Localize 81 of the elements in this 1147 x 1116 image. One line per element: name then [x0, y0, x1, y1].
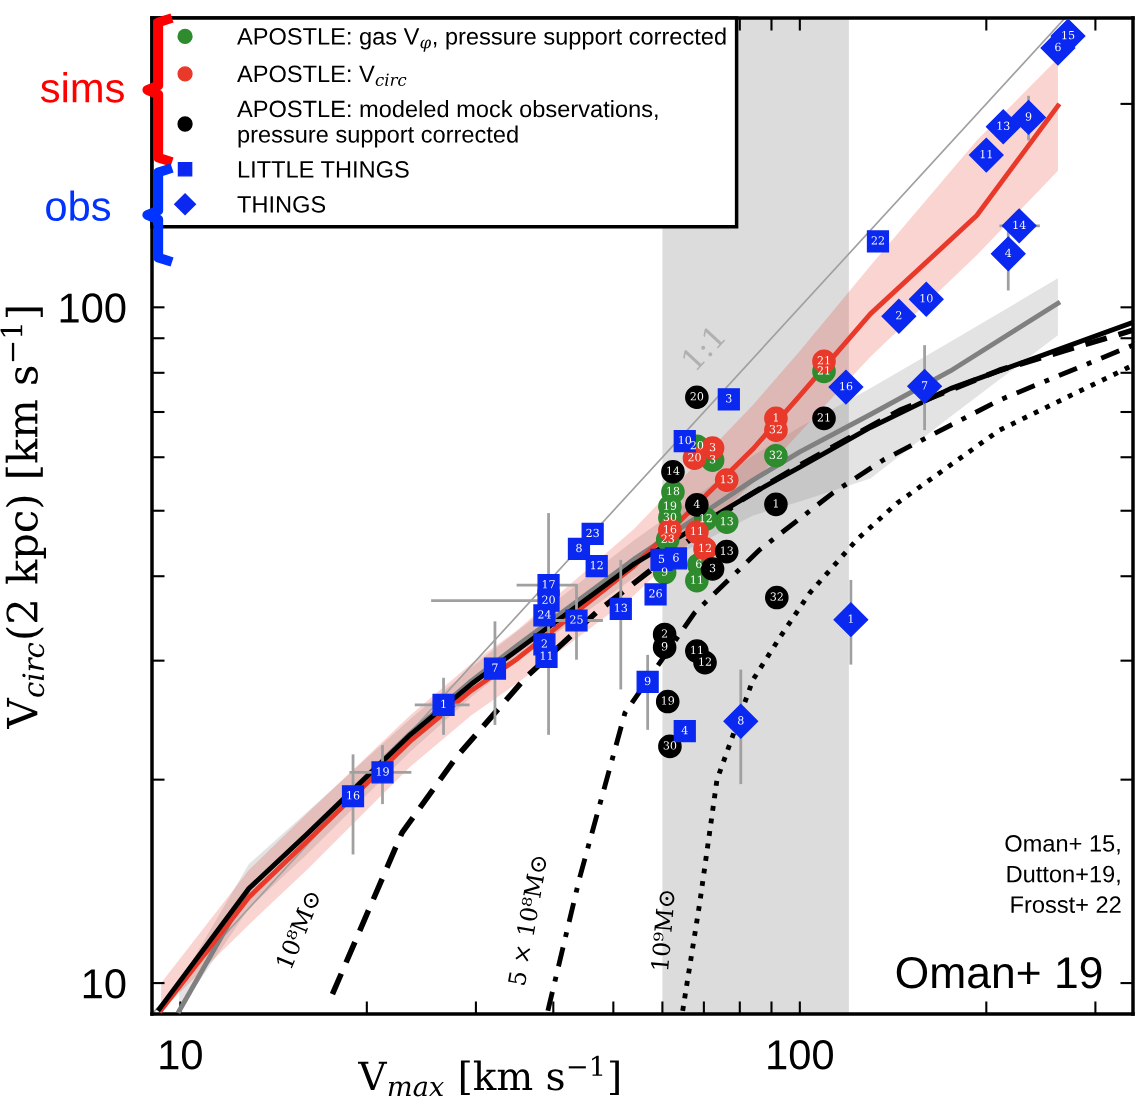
annotation: 14	[1013, 220, 1026, 229]
annotation: 15	[1062, 30, 1075, 40]
annotation: 32	[769, 424, 782, 434]
annotation: 18	[667, 486, 680, 496]
annotation: 21	[817, 366, 830, 375]
annotation: 16	[347, 791, 360, 800]
annotation: 17	[542, 579, 555, 589]
annotation: 11	[691, 575, 703, 584]
annotation: 32	[769, 450, 782, 459]
annotation: 10⁹M⊙	[650, 890, 676, 970]
annotation: 10	[920, 294, 933, 303]
annotation: 1	[441, 699, 446, 708]
annotation: 13	[720, 474, 733, 484]
annotation: 12	[699, 543, 711, 552]
annotation: 6	[1055, 42, 1061, 52]
text: sims	[40, 72, 124, 103]
annotation: 1	[848, 614, 853, 623]
annotation: 21	[817, 413, 830, 422]
annotation: 7	[492, 663, 498, 672]
legend-label: THINGS	[237, 196, 326, 213]
annotation: 11	[691, 645, 703, 655]
annotation: 3	[709, 563, 716, 573]
annotation: 20	[542, 595, 555, 604]
legend-label: LITTLE THINGS	[238, 161, 409, 178]
annotation: 30	[663, 741, 677, 750]
annotation: 20	[690, 392, 704, 401]
annotation: 5	[658, 554, 665, 564]
y-axis-title: V$_{circ}$(2 kpc) [km s$^{−1}$]	[0, 307, 46, 729]
text: obs	[46, 190, 111, 221]
annotation: 9	[661, 642, 668, 651]
legend-label: APOSTLE: gas V$_{φ}$, pressure support corrected	[237, 27, 726, 52]
annotation: 1	[773, 413, 778, 422]
annotation: 13	[997, 121, 1010, 130]
annotation: 14	[667, 466, 680, 475]
annotation: Oman+ 15, Dutton+19, Frosst+ 22	[1005, 835, 1121, 913]
annotation: 8	[738, 716, 744, 725]
annotation: 13	[615, 603, 628, 613]
annotation: 23	[661, 534, 674, 543]
annotation: 26	[649, 589, 662, 598]
annotation: 13	[720, 546, 733, 555]
annotation: 11	[540, 651, 552, 660]
annotation: 12	[699, 657, 711, 666]
annotation: 4	[1005, 248, 1012, 257]
annotation: 16	[664, 524, 677, 534]
annotation: 22	[871, 236, 884, 245]
annotation: 8	[576, 543, 582, 553]
annotation: 4	[681, 725, 688, 735]
annotation: 1	[773, 499, 778, 508]
annotation: 2	[896, 311, 902, 320]
annotation: 21	[817, 356, 830, 365]
annotation: 4	[693, 499, 700, 508]
annotation: 20	[688, 453, 701, 462]
annotation: 6	[673, 553, 679, 562]
annotation: 2	[541, 639, 547, 648]
annotation: 19	[664, 501, 677, 510]
annotation: 11	[980, 149, 992, 159]
annotation: 9	[1025, 112, 1032, 121]
annotation: 23	[586, 528, 599, 538]
annotation: 3	[709, 442, 716, 452]
annotation: 19	[376, 767, 389, 776]
annotation: 6	[696, 559, 702, 568]
annotation: 9	[644, 676, 651, 686]
annotation: 10	[679, 435, 692, 445]
annotation: 5 × 10⁸M⊙	[507, 855, 548, 986]
legend-label: APOSTLE: V$_{circ}$	[237, 65, 407, 86]
annotation: 24	[538, 610, 551, 619]
annotation: 13	[720, 516, 733, 526]
legend-label: APOSTLE: modeled mock observations, pressure support corrected	[237, 99, 658, 148]
annotation: 3	[726, 394, 732, 403]
annotation: 20	[690, 441, 704, 450]
annotation: 11	[691, 526, 703, 536]
annotation: 7	[921, 381, 928, 390]
annotation: 19	[662, 696, 675, 705]
annotation: 12	[590, 560, 603, 570]
annotation: 2	[661, 629, 668, 638]
annotation: Oman+ 19	[896, 956, 1102, 989]
annotation: 12	[700, 513, 712, 523]
x-axis-title: V$_{max}$ [km s$^{−1}$]	[358, 1055, 619, 1097]
annotation: 32	[770, 592, 783, 601]
annotation: 25	[570, 615, 583, 624]
annotation: 16	[840, 381, 853, 391]
